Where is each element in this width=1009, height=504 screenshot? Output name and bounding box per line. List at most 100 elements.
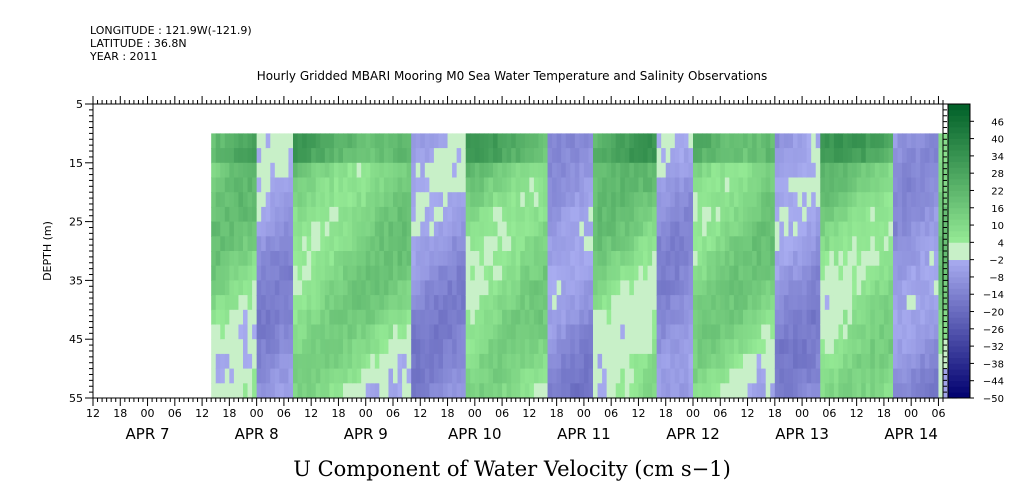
heatmap-cell (624, 309, 630, 326)
heatmap-cell (683, 206, 690, 223)
colorbar-swatch (948, 357, 970, 364)
heatmap-cell (465, 353, 471, 370)
heatmap-cell (393, 265, 399, 281)
heatmap-cell (829, 251, 835, 267)
heatmap-cell (774, 383, 780, 399)
heatmap-cell (229, 236, 235, 252)
heatmap-cell (293, 280, 299, 296)
heatmap-cell (715, 162, 721, 179)
heatmap-cell (861, 206, 867, 223)
heatmap-cell (702, 353, 708, 370)
heatmap-cell (843, 295, 849, 311)
heatmap-cell (270, 206, 276, 223)
heatmap-cell (829, 177, 835, 193)
heatmap-cell (338, 324, 344, 340)
colorbar-swatch (948, 196, 970, 203)
heatmap-cell (688, 236, 694, 252)
heatmap-cell (443, 162, 449, 179)
heatmap-cell (852, 324, 858, 340)
heatmap-cell (724, 353, 730, 370)
heatmap-cell (411, 162, 417, 179)
heatmap-cell (752, 353, 758, 370)
heatmap-cell (824, 353, 830, 370)
heatmap-cell (624, 236, 630, 252)
date-label: APR 8 (235, 425, 279, 443)
heatmap-cell (902, 265, 908, 281)
heatmap-cell (515, 309, 521, 326)
heatmap-cell (347, 295, 353, 311)
heatmap-cell (329, 324, 335, 340)
colorbar-swatch (948, 202, 970, 209)
colorbar-label: −26 (983, 325, 1004, 336)
heatmap-cell (729, 192, 735, 208)
heatmap-cell (393, 177, 399, 193)
heatmap-cell (647, 339, 653, 355)
heatmap-cell (320, 148, 326, 164)
heatmap-cell (247, 383, 253, 399)
heatmap-cell (515, 383, 521, 399)
heatmap-cell (915, 324, 921, 340)
heatmap-cell (693, 162, 699, 179)
heatmap-cell (670, 192, 676, 208)
colorbar-swatch (948, 271, 970, 278)
heatmap-cell (679, 192, 685, 208)
heatmap-cell (543, 251, 549, 267)
heatmap-cell (788, 265, 794, 281)
heatmap-cell (279, 192, 285, 208)
heatmap-cell (674, 265, 680, 281)
heatmap-cell (811, 177, 817, 193)
heatmap-cell (374, 324, 380, 340)
x-tick-label: 00 (577, 407, 591, 420)
heatmap-cell (365, 206, 371, 223)
heatmap-cell (233, 206, 240, 223)
heatmap-cell (397, 324, 403, 340)
heatmap-cell (656, 324, 662, 340)
heatmap-cell (393, 192, 399, 208)
heatmap-cell (761, 324, 767, 340)
heatmap-cell (483, 324, 490, 340)
heatmap-cell (629, 339, 635, 355)
colorbar-swatch (948, 132, 970, 139)
heatmap-cell (815, 192, 821, 208)
heatmap-cell (270, 133, 276, 149)
heatmap-cell (865, 353, 871, 370)
heatmap-cell (383, 368, 390, 384)
heatmap-cell (829, 324, 835, 340)
colorbar-swatch (948, 346, 970, 353)
heatmap-cell (297, 280, 303, 296)
heatmap-cell (570, 280, 576, 296)
heatmap-cell (624, 280, 630, 296)
colorbar-swatch (948, 104, 970, 111)
heatmap-cell (933, 324, 940, 340)
y-tick-label: 15 (69, 157, 83, 170)
heatmap-cell (493, 339, 499, 355)
heatmap-cell (388, 192, 394, 208)
heatmap-cell (402, 368, 408, 384)
heatmap-cell (233, 148, 240, 164)
heatmap-cell (443, 221, 449, 237)
heatmap-cell (570, 383, 576, 399)
heatmap-cell (815, 383, 821, 399)
heatmap-cell (597, 353, 603, 370)
heatmap-cell (602, 265, 608, 281)
heatmap-cell (393, 133, 399, 149)
heatmap-cell (811, 353, 817, 370)
heatmap-cell (756, 339, 762, 355)
heatmap-cell (938, 353, 944, 370)
heatmap-cell (574, 206, 580, 223)
heatmap-cell (943, 280, 949, 296)
heatmap-cell (661, 280, 667, 296)
heatmap-cell (774, 339, 780, 355)
heatmap-cell (593, 295, 599, 311)
heatmap-cell (915, 221, 921, 237)
heatmap-cell (374, 295, 380, 311)
heatmap-cell (447, 192, 453, 208)
heatmap-cell (229, 383, 235, 399)
heatmap-cell (270, 236, 276, 252)
heatmap-cell (406, 280, 412, 296)
heatmap-cell (852, 295, 858, 311)
heatmap-cell (420, 383, 426, 399)
heatmap-cell (320, 133, 326, 149)
heatmap-cell (356, 383, 362, 399)
heatmap-cell (620, 221, 626, 237)
